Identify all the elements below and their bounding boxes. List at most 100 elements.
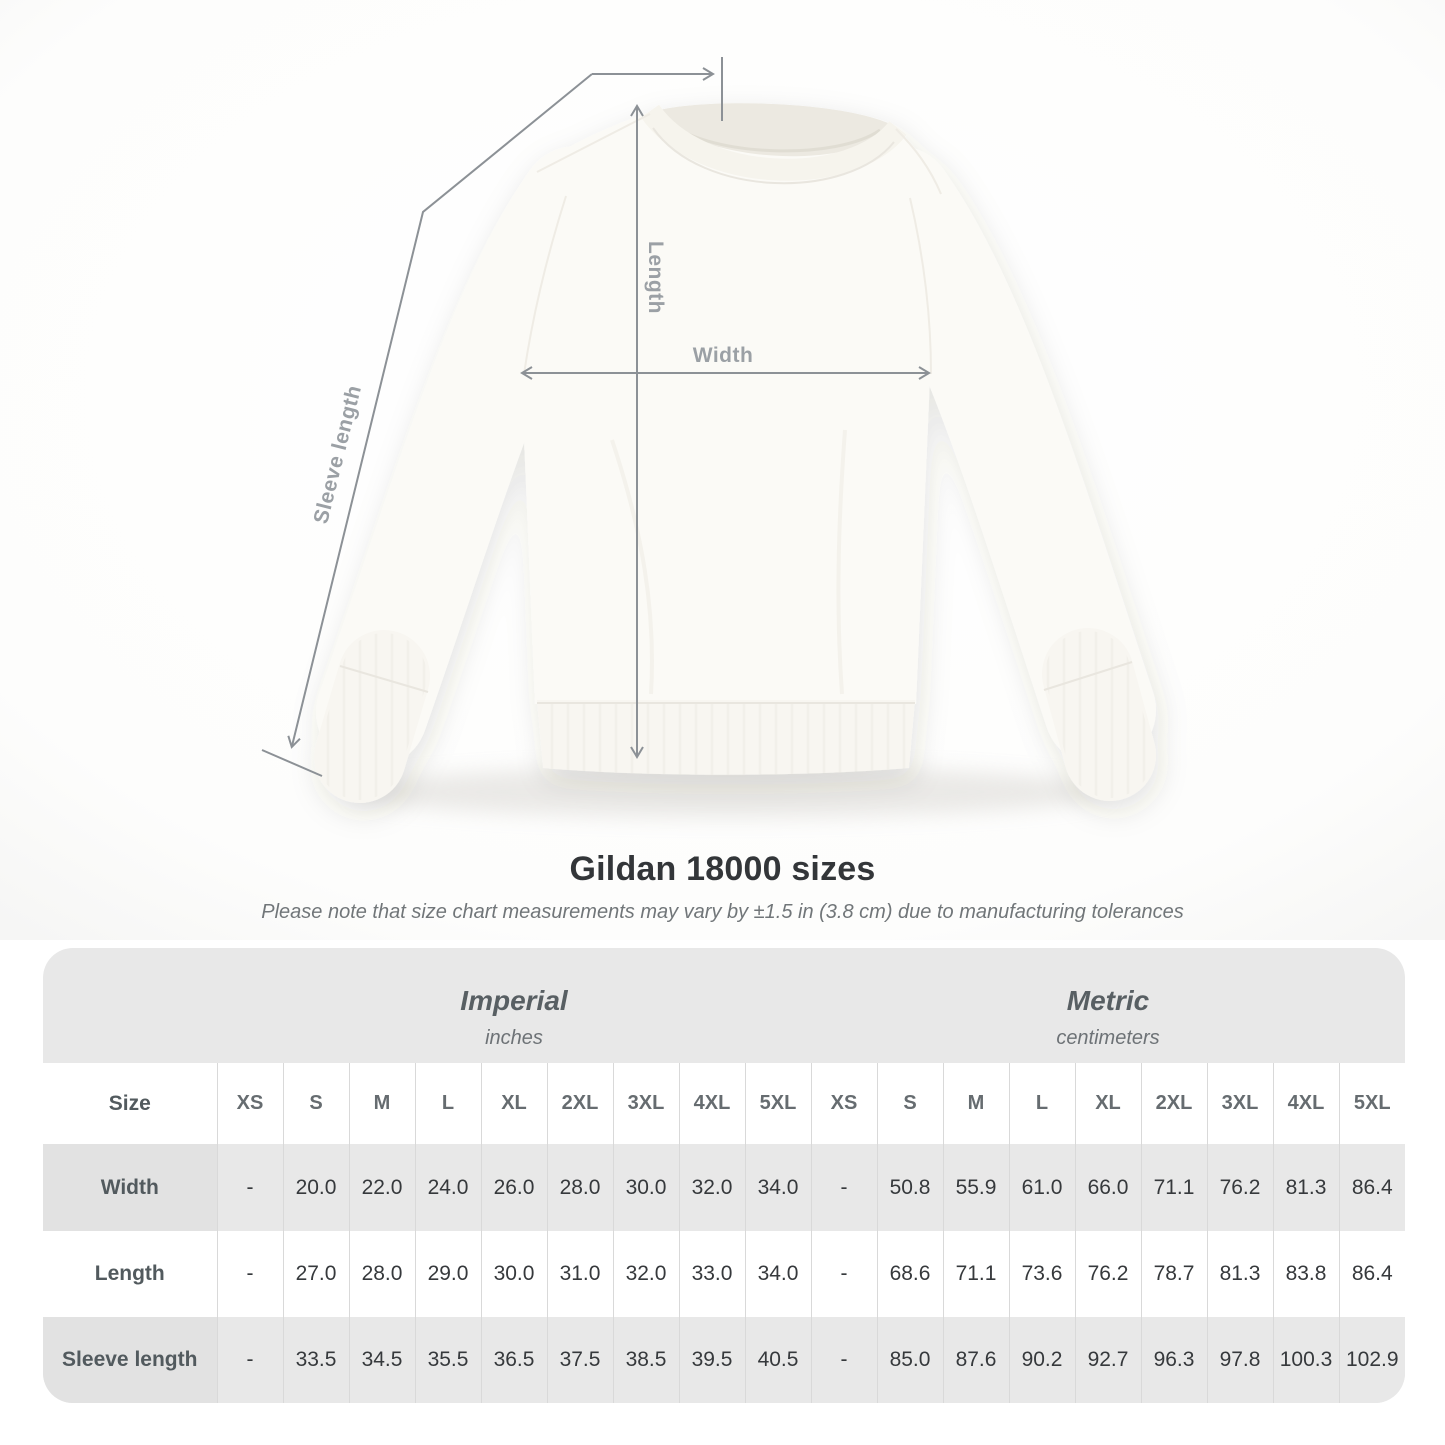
width-label: Width: [693, 344, 754, 367]
row-label: Width: [43, 1144, 218, 1231]
row-label: Sleeve length: [43, 1316, 218, 1403]
value-cell: -: [811, 1316, 878, 1403]
value-cell: 97.8: [1207, 1316, 1274, 1403]
value-cell: 37.5: [547, 1316, 614, 1403]
value-cell: 90.2: [1009, 1316, 1076, 1403]
value-cell: 71.1: [1141, 1144, 1208, 1231]
value-cell: 66.0: [1075, 1144, 1142, 1231]
value-cell: 81.3: [1207, 1230, 1274, 1317]
sweatshirt-illustration: [314, 103, 1156, 803]
width-row: Width - 20.0 22.0 24.0 26.0 28.0 30.0 32…: [43, 1144, 1405, 1231]
value-cell: 28.0: [547, 1144, 614, 1231]
value-cell: 50.8: [877, 1144, 944, 1231]
size-col-header: XL: [1075, 1063, 1142, 1145]
size-chart-table: Imperial inches Metric centimeters Size …: [43, 948, 1405, 1403]
value-cell: 71.1: [943, 1230, 1010, 1317]
value-cell: 102.9: [1345, 1347, 1399, 1371]
value-cell: 76.2: [1075, 1230, 1142, 1317]
corner-spacer: [43, 948, 217, 1063]
length-label: Length: [644, 241, 667, 314]
value-cell: 87.6: [943, 1316, 1010, 1403]
value-cell: 24.0: [415, 1144, 482, 1231]
metric-group-unit: centimeters: [1056, 1027, 1160, 1050]
value-cell: 32.0: [679, 1144, 746, 1231]
size-col-header: 5XL: [1353, 1092, 1391, 1115]
size-col-header: 3XL: [1207, 1063, 1274, 1145]
sweatshirt-diagram: Width Length Sleeve length: [0, 0, 1445, 940]
value-cell: 81.3: [1273, 1144, 1340, 1231]
value-cell: 40.5: [745, 1316, 812, 1403]
value-cell: -: [217, 1144, 284, 1231]
size-header-row: Size XS S M L XL 2XL 3XL 4XL 5XL XS S M …: [43, 1063, 1405, 1145]
value-cell: -: [217, 1316, 284, 1403]
length-row: Length - 27.0 28.0 29.0 30.0 31.0 32.0 3…: [43, 1230, 1405, 1317]
value-cell: 29.0: [415, 1230, 482, 1317]
size-col-header: S: [283, 1063, 350, 1145]
size-col-header: 4XL: [1273, 1063, 1340, 1145]
value-cell: 55.9: [943, 1144, 1010, 1231]
value-cell: 36.5: [481, 1316, 548, 1403]
value-cell: 38.5: [613, 1316, 680, 1403]
size-col-header: L: [1009, 1063, 1076, 1145]
value-cell: 96.3: [1141, 1316, 1208, 1403]
sleeve-measure-line: [287, 73, 593, 749]
size-col-header: 4XL: [679, 1063, 746, 1145]
value-cell: 35.5: [415, 1316, 482, 1403]
value-cell: 39.5: [679, 1316, 746, 1403]
value-cell: 33.5: [283, 1316, 350, 1403]
size-corner-label: Size: [43, 1063, 218, 1145]
value-cell: 73.6: [1009, 1230, 1076, 1317]
value-cell: -: [217, 1230, 284, 1317]
size-col-header: M: [349, 1063, 416, 1145]
size-col-header: XS: [217, 1063, 284, 1145]
size-col-header: XS: [811, 1063, 878, 1145]
row-label: Length: [43, 1230, 218, 1317]
value-cell: 100.3: [1273, 1316, 1340, 1403]
value-cell: 83.8: [1273, 1230, 1340, 1317]
value-cell: 30.0: [481, 1230, 548, 1317]
size-col-header: M: [943, 1063, 1010, 1145]
page-title: Gildan 18000 sizes: [569, 850, 876, 888]
value-cell: 22.0: [349, 1144, 416, 1231]
measurement-annotations: [261, 57, 931, 777]
value-cell: 78.7: [1141, 1230, 1208, 1317]
size-col-header: XL: [481, 1063, 548, 1145]
size-col-header: L: [415, 1063, 482, 1145]
value-cell: 34.5: [349, 1316, 416, 1403]
value-cell: 68.6: [877, 1230, 944, 1317]
value-cell: 86.4: [1351, 1175, 1393, 1199]
value-cell: 86.4: [1351, 1261, 1393, 1285]
value-cell: 34.0: [745, 1230, 812, 1317]
value-cell: 92.7: [1075, 1316, 1142, 1403]
value-cell: -: [811, 1144, 878, 1231]
size-col-header: S: [877, 1063, 944, 1145]
value-cell: 28.0: [349, 1230, 416, 1317]
sleeve-end-tick: [261, 749, 323, 777]
value-cell: -: [811, 1230, 878, 1317]
value-cell: 61.0: [1009, 1144, 1076, 1231]
metric-group-header: Metric centimeters: [811, 948, 1405, 1063]
metric-group-title: Metric: [1066, 985, 1150, 1017]
size-col-header: 3XL: [613, 1063, 680, 1145]
tolerance-note: Please note that size chart measurements…: [261, 901, 1184, 923]
value-cell: 32.0: [613, 1230, 680, 1317]
value-cell: 31.0: [547, 1230, 614, 1317]
imperial-group-unit: inches: [485, 1027, 543, 1050]
size-col-header: 5XL: [745, 1063, 812, 1145]
imperial-group-title: Imperial: [460, 985, 568, 1017]
value-cell: 76.2: [1207, 1144, 1274, 1231]
value-cell: 33.0: [679, 1230, 746, 1317]
unit-group-header-row: Imperial inches Metric centimeters: [43, 948, 1405, 1063]
ground-shadow: [350, 766, 1110, 818]
size-col-header: 2XL: [1141, 1063, 1208, 1145]
size-col-header: 2XL: [547, 1063, 614, 1145]
value-cell: 34.0: [745, 1144, 812, 1231]
value-cell: 30.0: [613, 1144, 680, 1231]
sleeve-length-row: Sleeve length - 33.5 34.5 35.5 36.5 37.5…: [43, 1316, 1405, 1403]
value-cell: 85.0: [877, 1316, 944, 1403]
imperial-group-header: Imperial inches: [217, 948, 811, 1063]
value-cell: 27.0: [283, 1230, 350, 1317]
value-cell: 20.0: [283, 1144, 350, 1231]
value-cell: 26.0: [481, 1144, 548, 1231]
